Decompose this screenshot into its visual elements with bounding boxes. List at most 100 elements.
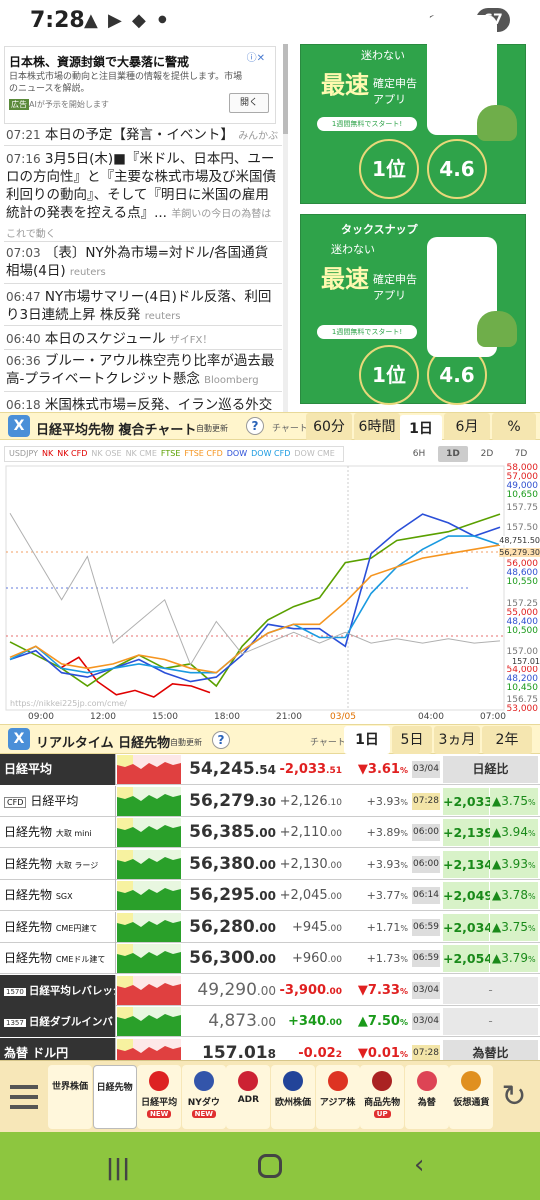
chart-legend: USDJPY NK NK CFD NK OSE NK CME FTSE FTSE CFD DO… [4, 446, 344, 462]
nikkei-diff: +2,134 [443, 850, 493, 878]
legend-item[interactable]: NK CFD [57, 449, 88, 458]
mascot-image [477, 311, 517, 347]
y-tick: 53,000 [506, 704, 539, 714]
nikkei-diff: +2,139 [443, 819, 493, 846]
sparkline [117, 755, 181, 784]
help-icon[interactable]: ? [212, 731, 230, 749]
ad-cta-button[interactable]: 1週間無料でスタート! [317, 117, 417, 131]
nav-3[interactable]: NYダウ NEW [181, 1065, 226, 1129]
chart-header: X 日経平均先物 複合チャート 自動更新 ? チャート: 60分 6時間 1日 … [0, 412, 540, 443]
tab-6months[interactable]: 6月 [444, 413, 490, 441]
legend-item[interactable]: DOW CME [294, 449, 335, 458]
nikkei-diff-pct: ▲3.75% [490, 913, 538, 941]
tab-percent[interactable]: % [492, 413, 536, 441]
sparkline [117, 944, 181, 973]
legend-item[interactable]: NK [42, 449, 54, 458]
period-1d[interactable]: 1D [438, 446, 468, 462]
nav-7[interactable]: 商品先物 UP [360, 1065, 405, 1129]
legend-item[interactable]: USDJPY [9, 449, 38, 458]
rt-tab-3month[interactable]: 3ヵ月 [434, 726, 480, 754]
tab-60min[interactable]: 60分 [306, 413, 352, 441]
quote-row[interactable]: 為替 ドル円 157.018 -0.022 ▼0.01% 07:28 為替比 [0, 1037, 540, 1060]
ad-top-text: 迷わない [361, 49, 405, 62]
code-tag: 1570 [4, 987, 26, 996]
quote-row[interactable]: 日経先物 大取 ラージ 56,380.00 +2,130.00 +3.93% 06:00… [0, 848, 540, 880]
quote-row[interactable]: 日経平均 54,245.54 -2,033.51 ▼3.61% 03/04 日経比 [0, 754, 540, 785]
nav-5[interactable]: 欧州株価 [271, 1065, 315, 1129]
news-item[interactable]: 07:03 〔表〕NY外為市場=対ドル/各国通貨相場(4日) reuters [4, 242, 282, 284]
tab-6hours[interactable]: 6時間 [354, 413, 400, 441]
quote-row[interactable]: 日経先物 大取 mini 56,385.00 +2,110.00 +3.89% 06:0… [0, 817, 540, 848]
nikkei-diff: +2,054 [443, 945, 493, 972]
news-item[interactable]: 07:21 本日の予定【発言・イベント】 みんかぶ [4, 124, 282, 146]
quote-row[interactable]: 1570 日経平均レバレッジ 49,290.00 -3,900.00 ▼7.33% 03/… [0, 974, 540, 1006]
quote-change: +960.00 [291, 951, 342, 966]
nav-4[interactable]: ADR [226, 1065, 271, 1129]
scroll-thumb[interactable] [283, 44, 288, 134]
quote-label: 為替 ドル円 [0, 1037, 116, 1060]
ad-banner-bottom[interactable]: タックスナップ 迷わない 最速 確定申告アプリ 1週間無料でスタート! 1位 4… [300, 214, 526, 405]
ad-banner-top[interactable]: 迷わない 最速 確定申告アプリ 1週間無料でスタート! 1位 4.6 [300, 15, 526, 204]
back-icon[interactable]: ‹ [414, 1150, 425, 1180]
news-item[interactable]: 07:16 3月5日(木)■『米ドル、日本円、ユーロの方向性』と『主要な株式市場… [4, 148, 282, 242]
nav-9[interactable]: 仮想通貨 [449, 1065, 494, 1129]
quote-change: +2,045.00 [279, 888, 342, 903]
rt-tab-1day[interactable]: 1日 [344, 726, 390, 754]
recents-icon[interactable]: ||| [106, 1156, 131, 1181]
nav-1[interactable]: 日経先物 [92, 1065, 137, 1129]
x-share-icon[interactable]: X [8, 415, 30, 437]
legend-item[interactable]: NK CME [125, 449, 157, 458]
quote-price: 56,300.00 [189, 948, 276, 968]
quote-row[interactable]: 日経先物 SGX 56,295.00 +2,045.00 +3.77% 06:14 +2,… [0, 880, 540, 911]
nav-2[interactable]: 日経平均 NEW [137, 1065, 182, 1129]
realtime-title: リアルタイム 日経先物 [36, 736, 171, 751]
cfd-tag: CFD [4, 796, 27, 808]
news-ad[interactable]: 日本株、資源封鎖で大暴落に警戒 ⓘ✕ 日本株式市場の動向と注目業種の情報を提供し… [4, 46, 276, 124]
quote-price: 56,380.00 [189, 853, 276, 874]
ad-cta-button[interactable]: 1週間無料でスタート! [317, 325, 417, 339]
x-share-icon[interactable]: X [8, 728, 30, 750]
home-icon[interactable] [258, 1154, 282, 1178]
y-tick: 48,600 [506, 568, 539, 578]
quote-percent: ▲7.50% [357, 1014, 408, 1029]
nav-8[interactable]: 為替 [404, 1065, 449, 1129]
nav-0[interactable]: 世界株価 [48, 1065, 92, 1129]
quote-row[interactable]: CFD 日経平均 56,279.30 +2,126.10 +3.93% 07:28 +2,0… [0, 785, 540, 817]
refresh-icon[interactable]: ↻ [501, 1079, 527, 1114]
news-scrollbar[interactable] [283, 44, 288, 412]
news-item[interactable]: 06:47 NY市場サマリー(4日)ドル反落、利回り3日連続上昇 株反発 reu… [4, 286, 282, 326]
news-item[interactable]: 06:36 ブルー・アウル株空売り比率が過去最高-プライベートクレジット懸念 B… [4, 350, 282, 392]
quote-row[interactable]: 日経先物 CME円建て 56,280.00 +945.00 +1.71% 06:59 +2… [0, 911, 540, 943]
news-item[interactable]: 06:40 本日のスケジュール ザイFX！ [4, 328, 282, 350]
period-7d[interactable]: 7D [514, 449, 528, 459]
legend-item[interactable]: NK OSE [91, 449, 122, 458]
y-tick: 157.00 [506, 647, 539, 657]
rt-tab-2year[interactable]: 2年 [482, 726, 532, 754]
nikkei-ratio-header: 日経比 [443, 756, 538, 783]
legend-item[interactable]: FTSE [160, 449, 181, 458]
period-2d[interactable]: 2D [480, 449, 494, 459]
quote-label: 日経先物 SGX [0, 880, 116, 911]
chart-label: チャート: [310, 738, 349, 748]
nav-6[interactable]: アジア株 [315, 1065, 360, 1129]
ad-main-text: 最速 [321, 265, 369, 293]
fx-ratio-header: 為替比 [443, 1039, 538, 1060]
quote-row[interactable]: 日経先物 CMEドル建て 56,300.00 +960.00 +1.73% 06:59 +… [0, 943, 540, 974]
legend-item[interactable]: DOW CFD [251, 449, 291, 458]
quote-label: 日経先物 CME円建て [0, 911, 116, 943]
tab-1day[interactable]: 1日 [400, 415, 442, 443]
help-icon[interactable]: ? [246, 417, 264, 435]
period-6h[interactable]: 6H [412, 449, 426, 459]
news-item[interactable]: 06:18 米国株式市場=反発、イラン巡る外交に [4, 394, 282, 412]
quote-row[interactable]: 1357 日経ダブルインバ 4,873.00 +340.00 ▲7.50% 03/04- [0, 1006, 540, 1037]
nav-icon [416, 1071, 437, 1091]
menu-icon[interactable] [4, 1067, 44, 1127]
ad-open-button[interactable]: 開く [229, 93, 269, 113]
legend-item[interactable]: FTSE CFD [184, 449, 223, 458]
quote-label: 日経先物 大取 ラージ [0, 848, 116, 880]
nikkei-diff-empty: - [443, 1008, 538, 1035]
composite-chart: USDJPY NK NK CFD NK OSE NK CME FTSE FTSE CFD DO… [0, 440, 540, 724]
ad-info-icon[interactable]: ⓘ✕ [246, 53, 265, 64]
legend-item[interactable]: DOW [226, 449, 248, 458]
rt-tab-5day[interactable]: 5日 [392, 726, 432, 754]
